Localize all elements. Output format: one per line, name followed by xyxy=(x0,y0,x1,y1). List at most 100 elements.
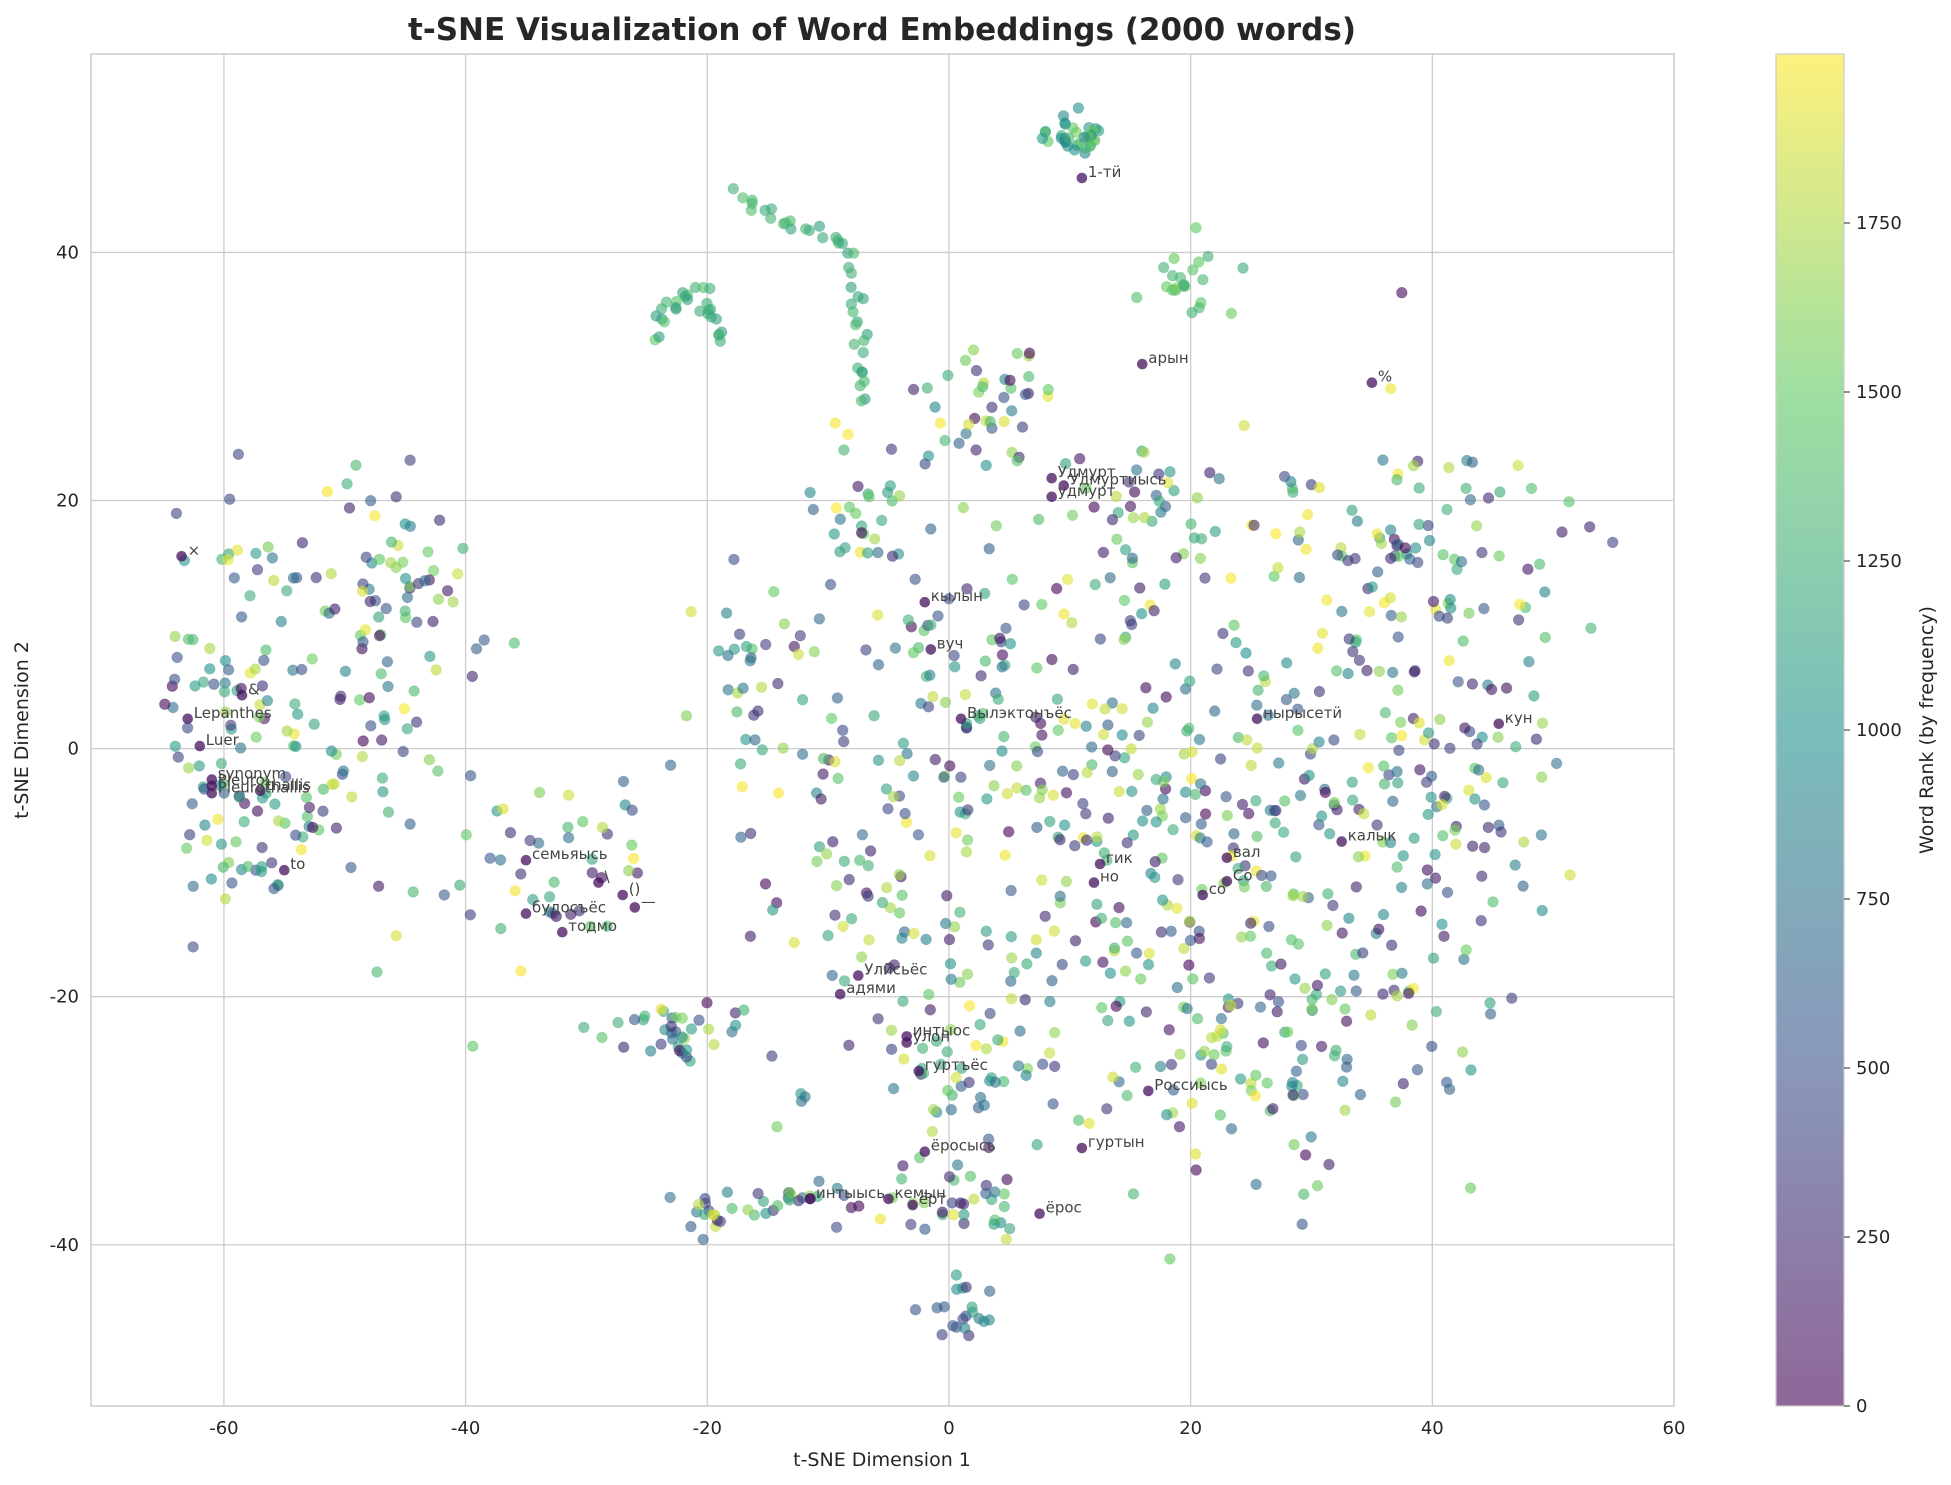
word-point xyxy=(1385,939,1398,951)
word-point xyxy=(1014,1025,1026,1037)
word-point xyxy=(1443,1083,1456,1096)
word-point xyxy=(1328,1050,1341,1062)
word-point xyxy=(1136,815,1149,827)
word-point xyxy=(280,771,292,783)
word-point xyxy=(972,710,984,722)
word-point xyxy=(1072,102,1085,114)
word-point xyxy=(1172,874,1184,886)
annotated-word-point xyxy=(1143,1085,1154,1097)
word-point xyxy=(495,922,507,935)
word-point xyxy=(1191,1013,1204,1025)
word-point xyxy=(813,1175,825,1188)
word-point xyxy=(838,1189,850,1202)
annotated-word-point xyxy=(254,785,266,797)
word-point xyxy=(321,485,334,498)
word-point xyxy=(947,1319,959,1332)
word-point xyxy=(1023,370,1035,383)
word-annotation: Улйсьёс xyxy=(864,961,927,979)
word-point xyxy=(159,698,171,710)
word-point xyxy=(1433,610,1445,622)
word-point xyxy=(996,745,1008,757)
word-point xyxy=(1258,670,1270,682)
word-point xyxy=(617,775,630,788)
word-point xyxy=(1217,627,1229,640)
word-point xyxy=(1102,812,1115,824)
word-point xyxy=(1140,682,1152,694)
word-point xyxy=(1150,816,1162,828)
word-point xyxy=(1181,1002,1193,1015)
word-point xyxy=(1169,658,1182,670)
word-point xyxy=(1215,1063,1228,1075)
word-point xyxy=(1272,562,1284,574)
word-point xyxy=(1187,264,1199,276)
word-point xyxy=(1530,733,1543,745)
word-point xyxy=(407,886,419,898)
word-annotation: семьяысь xyxy=(532,845,608,863)
word-point xyxy=(307,821,319,834)
word-point xyxy=(862,890,874,902)
word-point xyxy=(884,902,897,914)
word-point xyxy=(1165,1058,1178,1071)
word-point xyxy=(838,444,850,456)
word-point xyxy=(959,688,972,701)
y-axis-ticks: -40 -20 0 20 40 xyxy=(50,242,79,1255)
word-point xyxy=(857,293,870,305)
word-point xyxy=(837,920,849,933)
word-point xyxy=(452,568,464,580)
word-point xyxy=(1104,572,1116,584)
word-point xyxy=(930,1035,943,1047)
word-point xyxy=(714,1215,727,1228)
word-point xyxy=(807,503,820,516)
word-point xyxy=(664,1191,676,1204)
word-point xyxy=(1004,1222,1016,1235)
word-annotation: synonym xyxy=(218,765,286,783)
word-point xyxy=(829,756,841,768)
annotated-word-point xyxy=(955,713,967,725)
word-point xyxy=(1077,797,1089,810)
annotated-word-point xyxy=(1137,358,1148,370)
word-annotation: кемын xyxy=(895,1184,946,1202)
word-point xyxy=(838,735,850,748)
word-point xyxy=(856,951,868,963)
word-point xyxy=(509,885,521,897)
word-point xyxy=(1290,851,1302,863)
word-annotation: будосъёс xyxy=(532,899,606,917)
word-point xyxy=(1411,1063,1424,1076)
word-point xyxy=(1056,765,1069,777)
word-point xyxy=(1008,966,1020,979)
word-point xyxy=(1126,552,1139,564)
word-point xyxy=(1475,915,1487,927)
word-point xyxy=(1466,840,1479,852)
word-point xyxy=(885,1043,898,1056)
word-point xyxy=(1135,608,1148,620)
word-annotation: Lepanthes xyxy=(194,704,272,722)
word-point xyxy=(727,182,740,195)
word-point xyxy=(399,572,412,585)
word-point xyxy=(676,1031,688,1043)
word-point xyxy=(1313,481,1326,494)
annotated-word-point xyxy=(520,908,532,919)
word-point xyxy=(1221,809,1234,822)
word-point xyxy=(854,854,866,867)
word-point xyxy=(738,1004,750,1016)
annotated-word-point xyxy=(1076,172,1088,184)
word-point xyxy=(1141,716,1154,728)
word-point xyxy=(382,806,395,818)
word-point xyxy=(1032,513,1045,526)
word-point xyxy=(1123,1015,1136,1027)
word-point xyxy=(907,383,920,396)
word-point xyxy=(424,650,436,663)
word-point xyxy=(894,754,906,767)
word-point xyxy=(1437,549,1449,561)
word-point xyxy=(427,564,440,577)
word-point xyxy=(1346,794,1359,806)
word-point xyxy=(1377,988,1389,1000)
word-point xyxy=(767,904,779,916)
word-point xyxy=(199,819,211,831)
word-point xyxy=(1121,1089,1133,1102)
word-point xyxy=(281,585,293,597)
word-point xyxy=(1305,1131,1317,1143)
word-point xyxy=(1319,786,1332,799)
word-point xyxy=(992,1034,1004,1046)
